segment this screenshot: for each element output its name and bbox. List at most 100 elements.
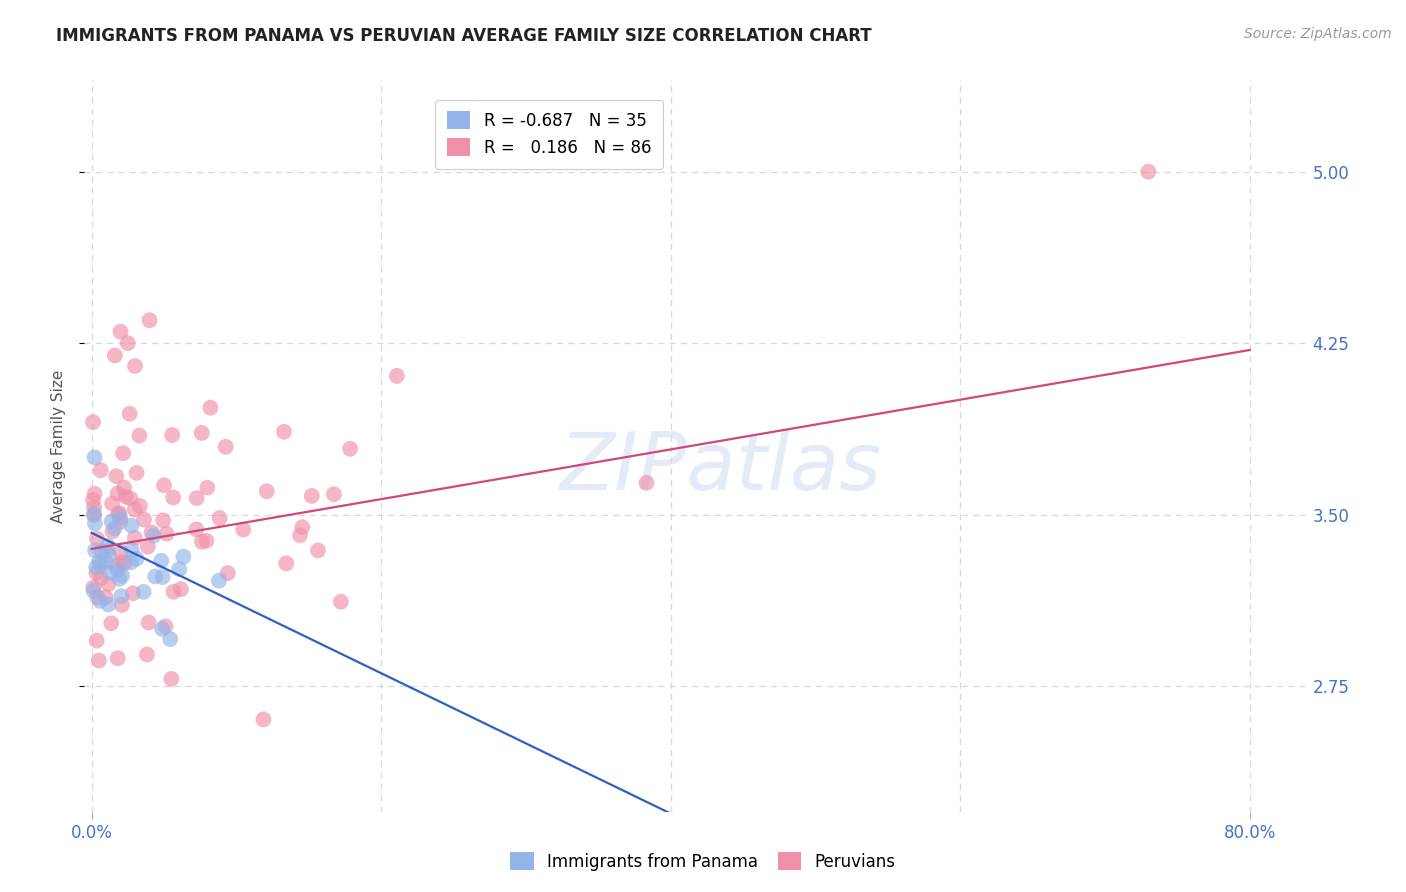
Point: [132, 584, 155, 599]
Point: [112, 481, 135, 495]
Point: [120, 555, 142, 569]
Point: [117, 336, 139, 351]
Point: [273, 425, 295, 439]
Point: [170, 582, 193, 596]
Point: [90, 558, 112, 572]
Point: [111, 598, 134, 612]
Point: [636, 475, 658, 490]
Point: [138, 615, 160, 630]
Point: [152, 513, 174, 527]
Point: [195, 481, 218, 495]
Point: [142, 529, 165, 543]
Legend: R = -0.687   N = 35, R =   0.186   N = 86: R = -0.687 N = 35, R = 0.186 N = 86: [436, 100, 664, 169]
Point: [128, 499, 150, 513]
Point: [111, 555, 134, 569]
Point: [107, 651, 129, 665]
Point: [288, 528, 311, 542]
Point: [90, 571, 112, 585]
Point: [208, 574, 231, 588]
Point: [100, 616, 122, 631]
Point: [276, 557, 298, 571]
Point: [125, 466, 148, 480]
Point: [89, 594, 111, 608]
Point: [256, 484, 278, 499]
Text: Source: ZipAtlas.com: Source: ZipAtlas.com: [1244, 27, 1392, 41]
Point: [125, 551, 148, 566]
Point: [82, 583, 104, 598]
Text: ZIPatlas: ZIPatlas: [560, 429, 882, 507]
Point: [124, 531, 146, 545]
Point: [110, 589, 132, 603]
Point: [98, 548, 121, 562]
Point: [84, 516, 107, 531]
Point: [105, 469, 128, 483]
Point: [200, 401, 222, 415]
Point: [101, 524, 124, 539]
Point: [86, 591, 108, 605]
Point: [111, 568, 134, 582]
Point: [169, 562, 191, 576]
Point: [97, 539, 120, 553]
Point: [155, 619, 177, 633]
Point: [84, 543, 107, 558]
Point: [86, 532, 108, 546]
Point: [83, 508, 105, 523]
Point: [291, 520, 314, 534]
Point: [90, 544, 112, 558]
Point: [232, 523, 254, 537]
Point: [103, 521, 125, 535]
Point: [162, 491, 184, 505]
Point: [186, 491, 208, 505]
Point: [83, 450, 105, 465]
Point: [98, 566, 121, 580]
Point: [186, 523, 208, 537]
Point: [150, 554, 173, 568]
Point: [136, 540, 159, 554]
Point: [87, 653, 110, 667]
Point: [84, 560, 107, 574]
Point: [215, 440, 238, 454]
Legend: Immigrants from Panama, Peruvians: Immigrants from Panama, Peruvians: [502, 844, 904, 880]
Point: [107, 507, 129, 521]
Point: [108, 506, 131, 520]
Point: [90, 463, 112, 477]
Point: [94, 555, 117, 569]
Point: [82, 493, 104, 508]
Point: [385, 368, 408, 383]
Point: [252, 713, 274, 727]
Point: [153, 478, 176, 492]
Point: [110, 325, 132, 339]
Text: IMMIGRANTS FROM PANAMA VS PERUVIAN AVERAGE FAMILY SIZE CORRELATION CHART: IMMIGRANTS FROM PANAMA VS PERUVIAN AVERA…: [56, 27, 872, 45]
Point: [100, 515, 122, 529]
Point: [162, 584, 184, 599]
Point: [143, 569, 166, 583]
Point: [138, 313, 160, 327]
Point: [217, 566, 239, 580]
Point: [108, 572, 131, 586]
Point: [141, 525, 163, 540]
Point: [104, 349, 127, 363]
Point: [329, 595, 352, 609]
Point: [150, 622, 173, 636]
Point: [322, 487, 344, 501]
Point: [86, 566, 108, 580]
Point: [121, 542, 143, 557]
Point: [82, 415, 104, 429]
Point: [160, 672, 183, 686]
Point: [155, 526, 177, 541]
Point: [82, 580, 104, 594]
Point: [105, 558, 128, 573]
Point: [89, 555, 111, 569]
Point: [160, 428, 183, 442]
Point: [136, 648, 159, 662]
Point: [132, 512, 155, 526]
Point: [101, 496, 124, 510]
Point: [107, 486, 129, 500]
Point: [110, 510, 132, 524]
Point: [195, 533, 218, 548]
Point: [120, 491, 142, 506]
Point: [114, 490, 136, 504]
Point: [122, 586, 145, 600]
Point: [307, 543, 329, 558]
Point: [112, 556, 135, 570]
